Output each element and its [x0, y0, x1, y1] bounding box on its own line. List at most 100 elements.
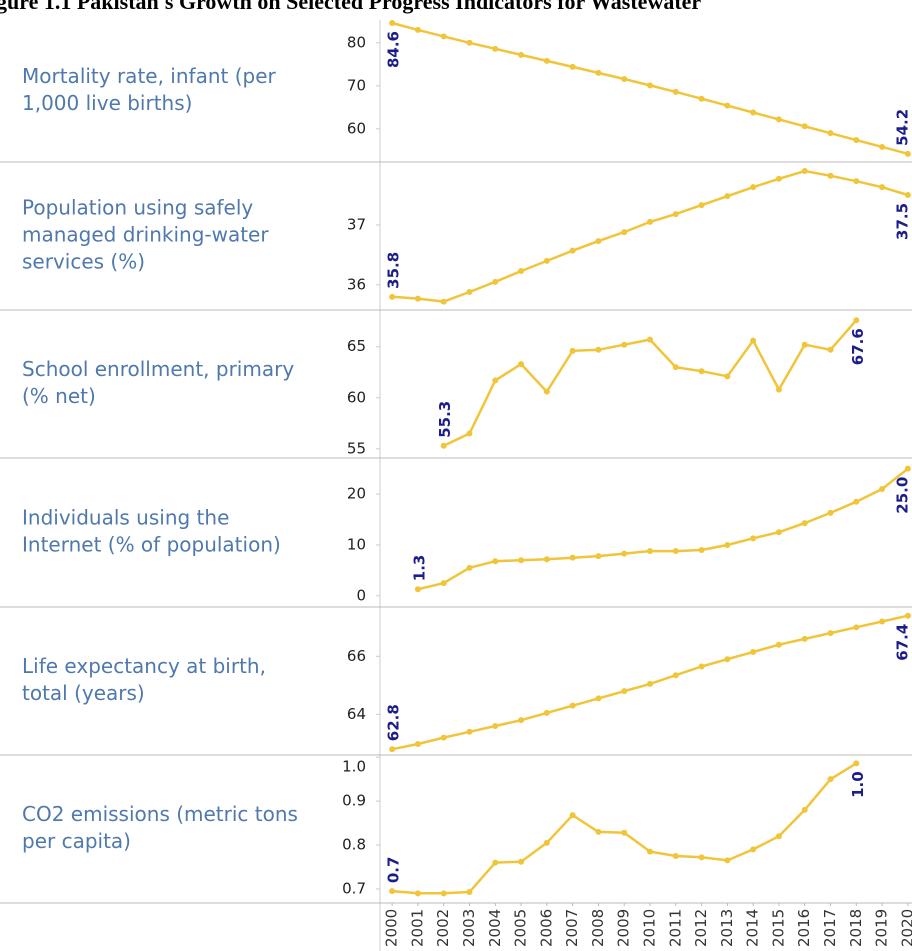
data-point [518, 557, 525, 564]
data-point [389, 888, 396, 895]
data-point [646, 336, 653, 343]
value-label: 62.8 [385, 704, 403, 741]
data-point [904, 150, 911, 157]
data-point [672, 211, 679, 218]
data-point [801, 806, 808, 813]
data-point [440, 890, 447, 897]
series-line [417, 467, 909, 591]
data-point [801, 635, 808, 642]
data-point [518, 361, 525, 368]
data-point [440, 734, 447, 741]
data-point [492, 278, 499, 285]
data-point [698, 663, 705, 670]
value-label: 1.0 [849, 771, 867, 798]
data-point [621, 229, 628, 236]
value-label: 25.0 [894, 477, 912, 514]
x-tick-label: 2004 [486, 909, 504, 947]
y-tick-label: 10 [347, 535, 366, 553]
data-point [724, 193, 731, 200]
data-point [853, 624, 860, 631]
data-point [646, 848, 653, 855]
data-point [414, 295, 421, 302]
x-tick-label: 2016 [795, 909, 813, 947]
data-point [414, 740, 421, 747]
data-point [801, 167, 808, 174]
data-point [750, 648, 757, 655]
panel-label: Population using safely [22, 196, 253, 220]
data-point [750, 337, 757, 344]
data-point [492, 558, 499, 565]
figure-title: gure 1.1 Pakistan's Growth on Selected P… [0, 0, 701, 14]
x-tick-label: 2000 [383, 909, 401, 947]
data-point [853, 317, 860, 324]
y-tick-label: 60 [347, 119, 366, 137]
data-point [466, 430, 473, 437]
data-point [440, 580, 447, 587]
data-point [904, 612, 911, 619]
x-tick-label: 2001 [408, 909, 426, 947]
data-point [621, 688, 628, 695]
data-point [879, 184, 886, 191]
value-label: 67.6 [849, 328, 867, 365]
data-point [750, 535, 757, 542]
y-tick-label: 55 [347, 439, 366, 457]
data-point [569, 247, 576, 254]
data-point [904, 465, 911, 472]
y-tick-label: 65 [347, 337, 366, 355]
data-point [775, 641, 782, 648]
data-point [595, 238, 602, 245]
data-point [595, 553, 602, 560]
panel-label: Internet (% of population) [22, 533, 281, 557]
data-point [543, 57, 550, 64]
panel-label: managed drinking-water [22, 223, 269, 247]
y-tick-label: 80 [347, 33, 366, 51]
series-line [392, 169, 909, 303]
x-tick-label: 2018 [847, 909, 865, 947]
x-tick-label: 2008 [589, 909, 607, 947]
data-point [801, 520, 808, 527]
panel-label: Individuals using the [22, 506, 229, 530]
data-point [879, 486, 886, 493]
data-point [543, 257, 550, 264]
value-label: 67.4 [894, 624, 912, 661]
data-point [775, 386, 782, 393]
y-tick-label: 37 [347, 215, 366, 233]
data-point [879, 618, 886, 625]
data-point [672, 853, 679, 860]
x-tick-label: 2014 [744, 909, 762, 947]
data-point [775, 116, 782, 123]
data-point [389, 20, 396, 27]
data-point [698, 368, 705, 375]
data-point [775, 833, 782, 840]
data-point [827, 630, 834, 637]
panel-label: (% net) [22, 384, 96, 408]
data-point [389, 293, 396, 300]
data-point [440, 298, 447, 305]
data-point [724, 857, 731, 864]
panel-label: Life expectancy at birth, [22, 654, 266, 678]
panel-label: CO2 emissions (metric tons [22, 802, 298, 826]
data-point [827, 346, 834, 353]
data-point [569, 812, 576, 819]
data-point [853, 178, 860, 185]
data-point [492, 377, 499, 384]
data-point [569, 554, 576, 561]
data-point [518, 858, 525, 865]
data-point [724, 102, 731, 109]
data-point [621, 550, 628, 557]
data-point [904, 191, 911, 198]
y-tick-label: 36 [347, 275, 366, 293]
data-point [440, 442, 447, 449]
x-tick-label: 2010 [640, 909, 658, 947]
data-point [853, 760, 860, 767]
x-tick-label: 2009 [615, 909, 633, 947]
data-point [466, 289, 473, 296]
data-point [621, 341, 628, 348]
data-point [775, 529, 782, 536]
x-tick-label: 2011 [666, 909, 684, 947]
data-point [595, 69, 602, 76]
data-point [646, 548, 653, 555]
y-tick-label: 70 [347, 76, 366, 94]
data-point [879, 143, 886, 150]
data-point [827, 509, 834, 516]
